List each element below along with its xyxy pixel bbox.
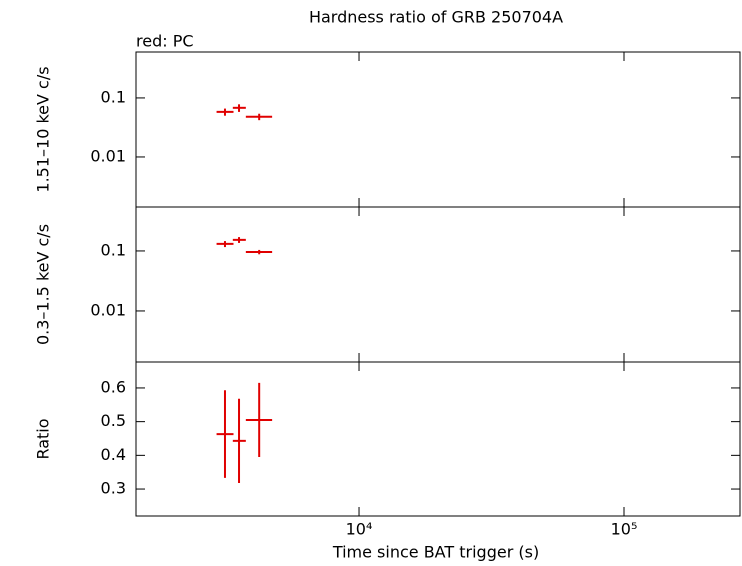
y-axis-label: 0.3–1.5 keV c/s xyxy=(34,224,53,345)
y-tick-label: 0.1 xyxy=(101,87,126,106)
y-tick-label: 0.01 xyxy=(90,146,126,165)
y-axis-label: Ratio xyxy=(34,418,53,459)
x-tick-label: 10⁴ xyxy=(346,520,373,539)
plot-frame xyxy=(135,361,741,517)
plot-frame xyxy=(135,206,741,363)
y-tick-label: 0.5 xyxy=(101,411,126,430)
plot-frame xyxy=(135,51,741,208)
chart-title: Hardness ratio of GRB 250704A xyxy=(309,8,563,27)
y-tick-label: 0.01 xyxy=(90,300,126,319)
y-tick-label: 0.6 xyxy=(101,377,126,396)
y-tick-label: 0.4 xyxy=(101,445,126,464)
x-tick-label: 10⁵ xyxy=(611,520,638,539)
y-axis-label: 1.51–10 keV c/s xyxy=(34,66,53,192)
y-tick-label: 0.3 xyxy=(101,479,126,498)
annotation: red: PC xyxy=(136,32,194,51)
x-axis-label: Time since BAT trigger (s) xyxy=(332,543,539,562)
y-tick-label: 0.1 xyxy=(101,240,126,259)
